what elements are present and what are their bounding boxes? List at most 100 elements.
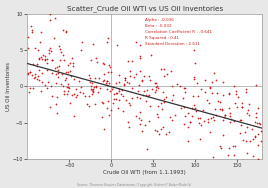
Point (54, 73, 58, 76)
Point (74, 88, 78, 91)
Point (100, 116, 104, 119)
Point (199, 123, 203, 126)
Point (240, 105, 244, 108)
Point (125, 81, 129, 84)
Point (147, 120, 152, 123)
Point (244, 90, 248, 93)
Point (221, 81, 225, 84)
Point (186, 112, 190, 115)
Point (48, 105, 53, 108)
Point (55, 112, 59, 115)
Point (105, 79, 109, 82)
Point (182, 105, 186, 108)
Point (50, 71, 54, 74)
Point (107, 63, 111, 66)
Point (65, 86, 69, 89)
Point (236, 96, 240, 99)
Point (54, 102, 58, 105)
Point (218, 101, 223, 104)
Point (55, 75, 60, 78)
Point (160, 108, 164, 111)
Point (75, 94, 79, 97)
Point (190, 114, 194, 118)
Point (91, 42, 95, 45)
Point (66, 90, 70, 93)
Point (114, 98, 118, 101)
Point (198, 137, 202, 140)
Point (97, 77, 101, 80)
Point (88, 77, 92, 80)
Point (121, 109, 125, 112)
Point (162, 67, 166, 70)
Point (37, 79, 41, 82)
Point (142, 74, 147, 77)
Point (100, 102, 105, 105)
Point (159, 127, 163, 130)
Point (79, 49, 83, 52)
Point (155, 130, 159, 133)
Point (45, 69, 49, 72)
Point (99, 101, 104, 104)
Point (71, 65, 76, 68)
Point (90, 92, 94, 95)
Point (115, 92, 119, 95)
Point (58, 82, 63, 85)
Point (36, 68, 41, 71)
Point (98, 86, 102, 89)
Point (88, 85, 93, 88)
Point (110, 87, 114, 90)
Point (178, 107, 183, 110)
Point (33, 75, 38, 78)
Point (90, 81, 94, 84)
Point (153, 128, 157, 131)
Point (170, 93, 175, 96)
Point (108, 65, 113, 68)
Point (117, 87, 121, 90)
Point (137, 83, 141, 86)
Point (186, 126, 191, 129)
Point (251, 154, 255, 157)
Point (45, 80, 50, 83)
Point (201, 108, 205, 111)
Point (228, 111, 232, 114)
Point (47, 19, 52, 22)
Point (130, 60, 134, 63)
Point (170, 99, 174, 102)
Point (123, 78, 127, 81)
Point (242, 130, 247, 133)
Point (172, 113, 177, 116)
Point (247, 102, 251, 105)
Point (64, 77, 69, 80)
Point (102, 128, 106, 131)
Point (48, 12, 52, 15)
Text: Alpha : -0.036
Beta : -0.032
Correlation Coefficient R : -0.641
R Squared : 0.41: Alpha : -0.036 Beta : -0.032 Correlation… (145, 18, 212, 45)
Point (182, 87, 187, 90)
Point (61, 28, 65, 31)
Point (83, 94, 87, 97)
Point (143, 123, 147, 126)
Point (39, 55, 43, 58)
Point (219, 146, 224, 149)
Point (212, 119, 216, 122)
Point (68, 61, 72, 64)
Point (105, 83, 109, 86)
Point (105, 41, 110, 44)
Point (198, 116, 202, 119)
Point (239, 123, 244, 126)
Point (247, 114, 251, 117)
Point (244, 151, 249, 154)
Point (40, 57, 44, 60)
Point (155, 86, 160, 89)
Point (128, 75, 132, 78)
Point (94, 86, 98, 89)
Point (36, 49, 40, 52)
Point (188, 121, 193, 124)
Point (195, 82, 199, 85)
Point (170, 118, 174, 121)
Point (45, 86, 49, 89)
Point (60, 54, 65, 57)
Point (228, 115, 232, 118)
Point (119, 93, 123, 96)
Point (78, 90, 82, 93)
Point (59, 50, 64, 53)
